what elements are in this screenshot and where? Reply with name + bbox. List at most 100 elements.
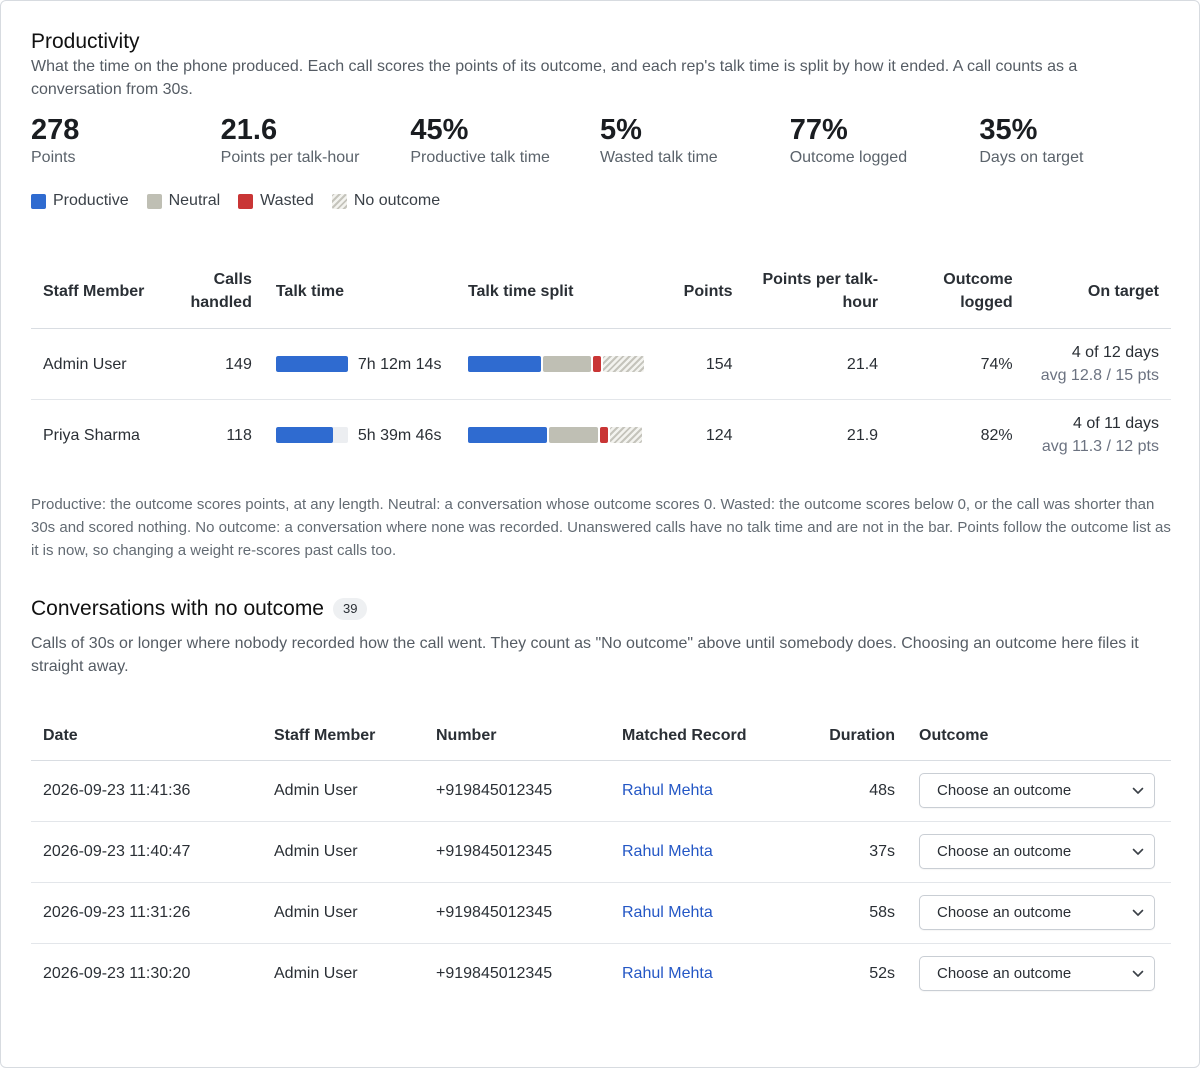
outcome-select-value: Choose an outcome bbox=[937, 965, 1072, 983]
column-header-points-per-talk-hour[interactable]: Points per talk-hour bbox=[762, 271, 879, 311]
column-header-duration[interactable]: Duration bbox=[829, 726, 895, 744]
matched-record-cell: Rahul Mehta bbox=[610, 821, 786, 882]
outcome-logged: 82% bbox=[980, 426, 1013, 444]
table-row: 2026-09-23 11:30:20 Admin User +91984501… bbox=[31, 943, 1171, 1004]
legend-label: Wasted bbox=[260, 192, 314, 209]
split-segment-no-outcome bbox=[603, 356, 644, 372]
column-header-points[interactable]: Points bbox=[683, 282, 733, 300]
legend-label: Neutral bbox=[168, 192, 221, 209]
neutral-swatch-icon bbox=[146, 193, 162, 209]
outcome-select-value: Choose an outcome bbox=[937, 904, 1072, 921]
column-header-matched-record[interactable]: Matched Record bbox=[622, 726, 747, 744]
on-target-days: 4 of 11 days bbox=[1073, 415, 1159, 433]
staff-member: Admin User bbox=[274, 903, 358, 921]
definitions-note: Productive: the outcome scores points, a… bbox=[31, 495, 1171, 559]
phone-number: +919845012345 bbox=[436, 842, 553, 860]
points: 124 bbox=[705, 426, 733, 444]
talk-time-split-cell bbox=[456, 329, 661, 400]
column-header-staff-member[interactable]: Staff Member bbox=[274, 726, 376, 744]
column-header-talk-time-split: Talk time split bbox=[467, 282, 574, 300]
table-row: 2026-09-23 11:40:47 Admin User +91984501… bbox=[31, 821, 1171, 882]
outcome-select[interactable]: Choose an outcome bbox=[919, 834, 1155, 869]
talk-time-bar-fill bbox=[275, 427, 333, 444]
matched-record-link[interactable]: Rahul Mehta bbox=[622, 842, 713, 860]
column-header-calls-handled[interactable]: Calls handled bbox=[190, 271, 252, 311]
kpi-label: Wasted talk time bbox=[600, 149, 718, 166]
legend-item-productive: Productive bbox=[31, 192, 129, 210]
on-target-average: avg 11.3 / 12 pts bbox=[1041, 438, 1159, 456]
kpi-label: Days on target bbox=[979, 149, 1084, 166]
table-row: Priya Sharma 118 5h 39m 46s bbox=[31, 400, 1171, 471]
kpi-wasted-talk-time: 5% Wasted talk time bbox=[600, 114, 790, 169]
talk-time-split-bar bbox=[467, 427, 649, 444]
talk-time-cell: 7h 12m 14s bbox=[264, 329, 456, 400]
matched-record-link[interactable]: Rahul Mehta bbox=[622, 964, 713, 982]
points: 154 bbox=[705, 355, 733, 373]
column-header-number[interactable]: Number bbox=[436, 726, 497, 744]
call-duration: 37s bbox=[869, 842, 895, 860]
kpi-productive-talk-time: 45% Productive talk time bbox=[410, 114, 600, 169]
call-duration: 52s bbox=[869, 964, 895, 982]
staff-productivity-table: Staff Member Calls handled Talk time Tal… bbox=[31, 260, 1171, 471]
kpi-value: 77% bbox=[789, 114, 848, 146]
outcome-select[interactable]: Choose an outcome bbox=[919, 773, 1155, 808]
column-header-on-target[interactable]: On target bbox=[1087, 282, 1159, 300]
chevron-down-icon bbox=[1132, 787, 1144, 795]
points-per-talk-hour: 21.4 bbox=[846, 355, 879, 373]
on-target-cell: 4 of 12 days avg 12.8 / 15 pts bbox=[1025, 329, 1171, 400]
call-date: 2026-09-23 11:30:20 bbox=[43, 964, 191, 982]
kpi-points: 278 Points bbox=[31, 114, 221, 169]
staff-member: Admin User bbox=[274, 964, 358, 982]
legend-item-neutral: Neutral bbox=[146, 192, 221, 210]
talk-time-split-bar bbox=[467, 356, 649, 372]
kpi-value: 278 bbox=[31, 114, 80, 146]
kpi-value: 45% bbox=[410, 114, 469, 146]
column-header-outcome: Outcome bbox=[919, 726, 989, 744]
no-outcome-swatch-icon bbox=[331, 193, 347, 209]
kpi-days-on-target: 35% Days on target bbox=[979, 114, 1169, 169]
chevron-down-icon bbox=[1132, 848, 1144, 856]
phone-number: +919845012345 bbox=[436, 781, 553, 799]
kpi-label: Outcome logged bbox=[789, 149, 908, 166]
no-outcome-conversations-table: Date Staff Member Number Matched Record … bbox=[31, 716, 1171, 1005]
split-segment-no-outcome bbox=[610, 427, 642, 444]
column-header-talk-time[interactable]: Talk time bbox=[275, 282, 345, 300]
chevron-down-icon bbox=[1132, 909, 1144, 917]
split-segment-neutral bbox=[543, 356, 591, 372]
section-description: Calls of 30s or longer where nobody reco… bbox=[31, 634, 1139, 675]
calls-handled: 149 bbox=[225, 355, 252, 373]
talk-time-split-cell bbox=[456, 400, 661, 471]
staff-member: Admin User bbox=[274, 781, 358, 799]
kpi-label: Productive talk time bbox=[410, 149, 550, 166]
outcome-cell: Choose an outcome bbox=[907, 821, 1171, 882]
productive-swatch-icon bbox=[31, 193, 46, 209]
column-header-date[interactable]: Date bbox=[43, 726, 78, 744]
kpi-points-per-talk-hour: 21.6 Points per talk-hour bbox=[221, 114, 411, 169]
section-title: Conversations with no outcome bbox=[31, 596, 324, 620]
kpi-value: 21.6 bbox=[220, 114, 278, 146]
talk-time-cell: 5h 39m 46s bbox=[264, 400, 456, 471]
page-title: Productivity bbox=[31, 30, 140, 53]
column-header-staff-member[interactable]: Staff Member bbox=[43, 282, 145, 300]
talk-time-bar bbox=[275, 427, 348, 444]
calls-handled: 118 bbox=[226, 426, 252, 444]
outcome-select[interactable]: Choose an outcome bbox=[919, 895, 1155, 930]
call-duration: 48s bbox=[869, 781, 895, 799]
call-duration: 58s bbox=[869, 903, 895, 921]
outcome-select[interactable]: Choose an outcome bbox=[919, 956, 1155, 992]
on-target-average: avg 12.8 / 15 pts bbox=[1040, 367, 1159, 384]
call-date: 2026-09-23 11:31:26 bbox=[43, 903, 191, 921]
kpi-value: 5% bbox=[600, 114, 642, 146]
table-header-row: Staff Member Calls handled Talk time Tal… bbox=[31, 260, 1171, 329]
no-outcome-section-header: Conversations with no outcome 39 bbox=[31, 596, 1169, 622]
matched-record-cell: Rahul Mehta bbox=[610, 882, 786, 943]
column-header-outcome-logged[interactable]: Outcome logged bbox=[943, 271, 1013, 311]
matched-record-link[interactable]: Rahul Mehta bbox=[622, 903, 713, 921]
matched-record-cell: Rahul Mehta bbox=[610, 760, 786, 821]
legend-item-wasted: Wasted bbox=[238, 192, 314, 210]
matched-record-link[interactable]: Rahul Mehta bbox=[622, 781, 713, 799]
talk-time-value: 7h 12m 14s bbox=[357, 355, 442, 373]
outcome-select-value: Choose an outcome bbox=[937, 843, 1072, 860]
kpi-label: Points per talk-hour bbox=[220, 149, 360, 166]
table-row: Admin User 149 7h 12m 14s 1 bbox=[31, 329, 1171, 400]
